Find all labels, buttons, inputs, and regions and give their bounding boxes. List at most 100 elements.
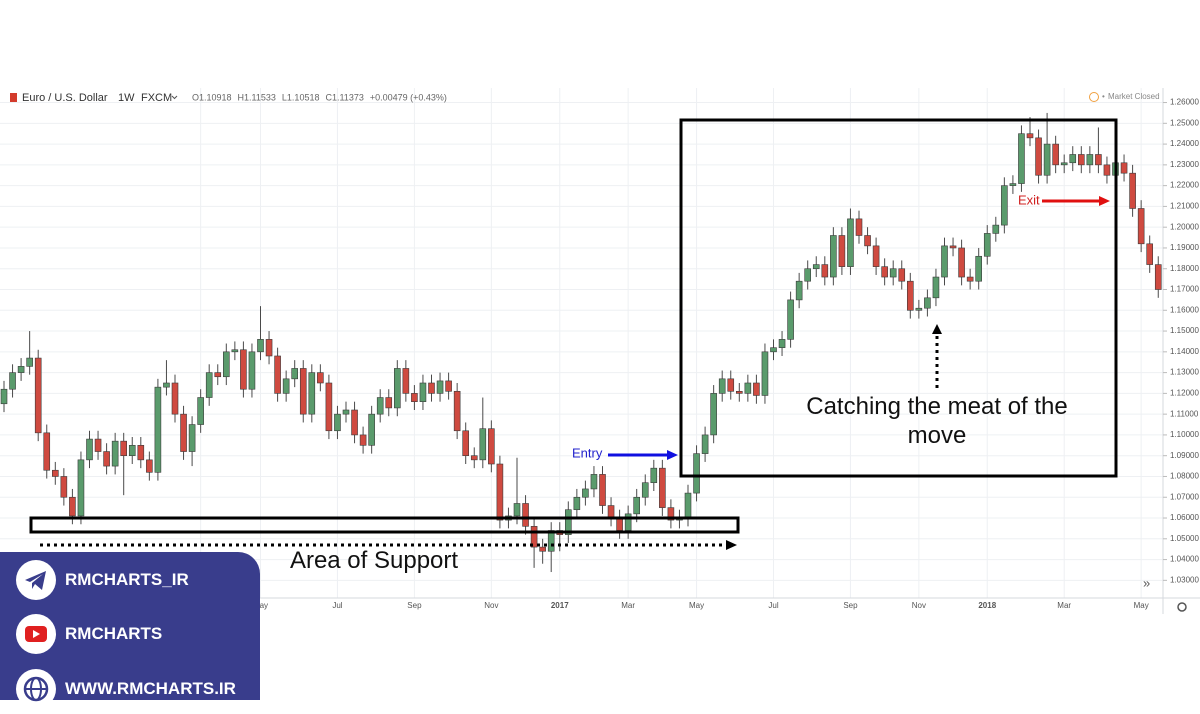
y-tick-label: 1.26000	[1170, 98, 1199, 107]
y-tick-label: 1.22000	[1170, 181, 1199, 190]
candle-body	[830, 235, 837, 278]
y-tick-label: 1.11000	[1170, 409, 1199, 418]
candle-body	[1095, 154, 1102, 166]
candle-body	[103, 451, 110, 467]
candle-body	[1086, 154, 1094, 166]
candle-body	[325, 382, 333, 432]
candle-body	[667, 507, 675, 521]
exit-arrowhead	[1099, 196, 1110, 206]
candle-body	[889, 268, 897, 278]
candle-body	[855, 218, 863, 236]
telegram-label: RMCHARTS_IR	[65, 570, 189, 589]
candle-body	[411, 393, 418, 402]
candle-body	[1009, 183, 1017, 186]
y-tick-label: 1.20000	[1170, 222, 1199, 231]
y-tick-label: 1.05000	[1170, 534, 1199, 543]
y-tick-label: 1.25000	[1170, 118, 1199, 127]
candles	[0, 112, 1162, 573]
x-tick-label: Sep	[407, 601, 422, 610]
candle-body	[770, 347, 777, 353]
candle-body	[69, 496, 76, 517]
candle-body	[359, 434, 367, 446]
candle-body	[847, 218, 854, 267]
candle-body	[966, 276, 974, 282]
candle-body	[223, 351, 230, 378]
candle-body	[86, 438, 93, 461]
web-label: WWW.RMCHARTS.IR	[65, 679, 236, 698]
candle-body	[941, 245, 948, 278]
candle-body	[599, 474, 606, 506]
candle-body	[795, 280, 803, 301]
candle-body	[419, 382, 427, 402]
candle-body	[975, 255, 983, 282]
candle-body	[43, 432, 51, 471]
y-tick-label: 1.10000	[1170, 430, 1199, 439]
candle-body	[274, 355, 281, 394]
candle-body	[932, 276, 940, 299]
candle-body	[453, 390, 461, 432]
y-tick-label: 1.17000	[1170, 285, 1199, 294]
candle-body	[1060, 162, 1068, 166]
candle-body	[1069, 154, 1077, 164]
candle-body	[787, 299, 794, 340]
candle-body	[633, 496, 641, 515]
candle-body	[992, 224, 1000, 234]
x-tick-label: May	[689, 601, 704, 610]
web-icon	[16, 669, 56, 709]
move-annotation: Catching the meat of the move	[806, 393, 1068, 449]
candle-body	[479, 428, 487, 461]
youtube-row[interactable]: RMCHARTS	[0, 612, 260, 656]
candle-body	[701, 434, 709, 454]
candle-body	[1129, 172, 1136, 209]
telegram-row[interactable]: RMCHARTS_IR	[0, 558, 260, 602]
candle-body	[582, 488, 589, 498]
candle-body	[120, 440, 127, 456]
x-tick-label: Sep	[843, 601, 858, 610]
candle-body	[1120, 162, 1128, 174]
candle-body	[402, 368, 410, 394]
candle-body	[735, 390, 743, 394]
candle-body	[710, 393, 717, 436]
brand-panel: RMCHARTS_IR RMCHARTS WWW.RMCHARTS.IR	[0, 552, 260, 709]
status-dot: •	[1102, 92, 1105, 101]
x-tick-label: 2017	[551, 601, 569, 610]
ohlc-value: L1.10518	[282, 92, 320, 102]
candle-body	[496, 463, 504, 521]
y-tick-label: 1.14000	[1170, 347, 1199, 356]
candle-body	[547, 530, 555, 552]
candle-body	[872, 245, 880, 267]
candle-body	[812, 264, 820, 270]
candle-body	[77, 459, 85, 517]
candle-body	[1078, 154, 1085, 166]
candle-body	[214, 372, 222, 378]
y-tick-label: 1.23000	[1170, 160, 1199, 169]
axes: 1.03000 1.04000 1.05000 1.06000 1.07000 1.080…	[194, 98, 1200, 610]
exit-label: Exit	[1018, 192, 1040, 207]
scroll-button[interactable]: »	[1143, 575, 1150, 590]
web-row[interactable]: WWW.RMCHARTS.IR	[0, 667, 260, 711]
candle-body	[573, 496, 581, 511]
candle-body	[282, 378, 290, 394]
candle-body	[137, 445, 145, 461]
candle-body	[693, 453, 700, 494]
candle-body	[1043, 143, 1051, 176]
x-tick-label: 2018	[978, 601, 996, 610]
support-arrowhead	[726, 540, 737, 550]
market-status: Market Closed	[1108, 92, 1160, 101]
ohlc-value: O1.10918	[192, 92, 232, 102]
candle-body	[949, 245, 957, 249]
candle-body	[470, 455, 478, 461]
settings-icon[interactable]	[1177, 602, 1187, 612]
y-tick-label: 1.06000	[1170, 513, 1199, 522]
candle-body	[915, 307, 923, 311]
candle-body	[111, 440, 119, 467]
candle-body	[334, 413, 341, 432]
candle-body	[513, 503, 521, 517]
symbol-title: Euro / U.S. Dollar	[22, 92, 108, 104]
candle-body	[342, 409, 350, 415]
youtube-label: RMCHARTS	[65, 624, 163, 643]
candle-body	[821, 264, 829, 278]
x-tick-label: May	[1134, 601, 1149, 610]
candle-body	[128, 445, 136, 456]
